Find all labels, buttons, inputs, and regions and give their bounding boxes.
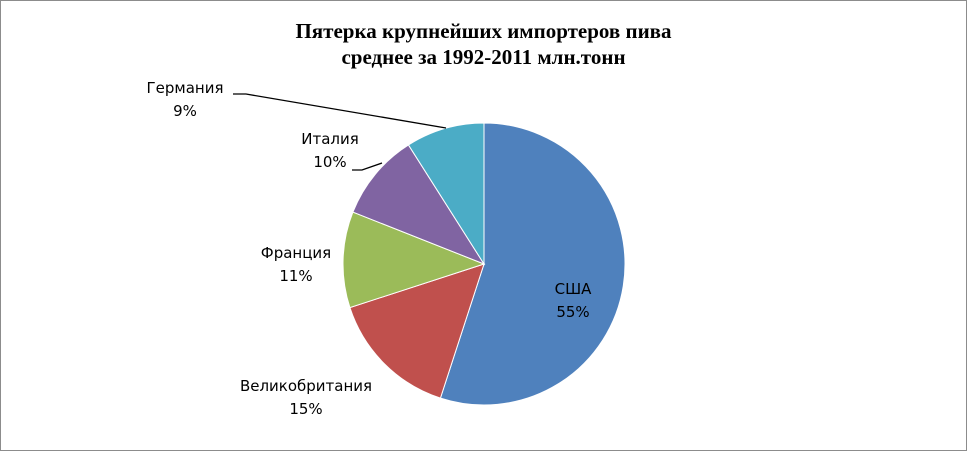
slice-name-label-4: Германия xyxy=(147,79,224,97)
slice-percent-label-2: 11% xyxy=(279,267,312,285)
pie-slice-3 xyxy=(352,144,486,266)
slice-name-label-3: Италия xyxy=(301,130,359,148)
leader-lines xyxy=(233,93,447,171)
slice-percent-label-3: 10% xyxy=(313,153,346,171)
slice-labels: США 55% Великобритания 15% Франция 11% Италия 1… xyxy=(147,79,593,418)
chart-title-line-2: среднее за 1992-2011 млн.тонн xyxy=(341,45,626,69)
pie-slices xyxy=(342,122,626,406)
slice-percent-label-0: 55% xyxy=(556,303,589,321)
slice-name-label-0: США xyxy=(555,280,593,298)
slice-name-label-1: Великобритания xyxy=(240,377,372,395)
slice-percent-label-1: 15% xyxy=(289,400,322,418)
pie-slice-4 xyxy=(407,122,485,266)
slice-name-label-2: Франция xyxy=(261,244,331,262)
leader-line-3 xyxy=(352,162,383,171)
chart-title-line-1: Пятерка крупнейших импортеров пива xyxy=(295,19,672,43)
chart-title: Пятерка крупнейших импортеров пива средн… xyxy=(0,18,967,70)
slice-percent-label-4: 9% xyxy=(173,102,197,120)
pie-slice-2 xyxy=(342,211,486,309)
leader-line-4 xyxy=(233,93,447,129)
pie-slice-0 xyxy=(439,122,626,406)
pie-slice-1 xyxy=(349,263,485,399)
